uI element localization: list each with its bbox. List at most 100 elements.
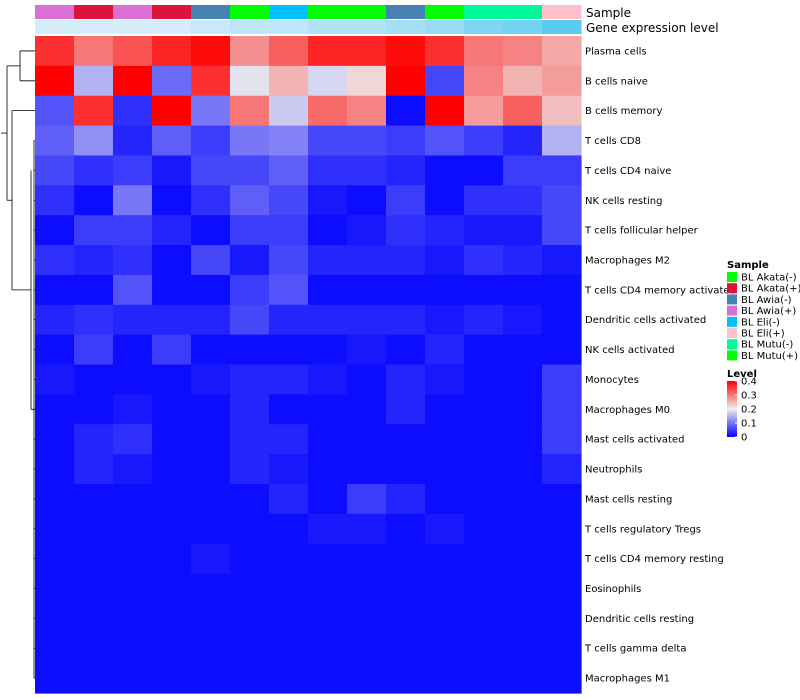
sample-legend-swatch bbox=[727, 339, 737, 350]
heatmap-cell bbox=[74, 424, 114, 455]
heatmap-cell bbox=[386, 245, 426, 276]
annotation-label-gene-expression-level: Gene expression level bbox=[586, 21, 719, 35]
heatmap-cell bbox=[464, 573, 504, 605]
heatmap-cell bbox=[230, 274, 270, 306]
heatmap-cell bbox=[35, 274, 75, 306]
heatmap-cell bbox=[74, 603, 114, 634]
heatmap-cell bbox=[230, 663, 270, 694]
dendrogram-branch bbox=[19, 50, 35, 82]
heatmap-cell bbox=[230, 454, 270, 485]
heatmap-cell bbox=[308, 304, 348, 336]
heatmap-cell bbox=[464, 663, 504, 694]
heatmap-cell bbox=[152, 573, 192, 605]
row-dendrogram bbox=[1, 50, 35, 679]
heatmap-cell bbox=[542, 573, 582, 605]
heatmap-cell bbox=[191, 215, 231, 246]
heatmap-cell bbox=[152, 36, 192, 67]
expression-level-annotation-cell bbox=[113, 20, 153, 34]
heatmap-cell bbox=[152, 633, 192, 664]
heatmap-cell bbox=[308, 155, 348, 186]
heatmap-cell bbox=[542, 245, 582, 276]
heatmap-cell bbox=[35, 304, 75, 336]
heatmap-cell bbox=[425, 155, 465, 186]
row-label: Dendritic cells resting bbox=[585, 614, 694, 625]
sample-annotation-cell bbox=[74, 5, 114, 19]
heatmap-cell bbox=[152, 185, 192, 216]
heatmap-cell bbox=[230, 185, 270, 216]
heatmap-cell bbox=[542, 155, 582, 186]
heatmap-cell bbox=[464, 394, 504, 425]
heatmap-cell bbox=[113, 663, 153, 694]
heatmap-cell bbox=[113, 155, 153, 186]
heatmap-cell bbox=[347, 483, 387, 515]
sample-legend-swatch bbox=[727, 350, 737, 361]
heatmap-cell bbox=[308, 36, 348, 67]
heatmap-cell bbox=[308, 513, 348, 545]
heatmap-cell bbox=[503, 633, 543, 664]
sample-legend-label: BL Awia(-) bbox=[741, 295, 792, 306]
heatmap-cell bbox=[503, 125, 543, 157]
heatmap-cell bbox=[74, 155, 114, 186]
heatmap-cell bbox=[386, 155, 426, 186]
heatmap-cell bbox=[191, 155, 231, 186]
heatmap-cell bbox=[230, 215, 270, 246]
heatmap-cell bbox=[347, 663, 387, 694]
heatmap-cell bbox=[152, 603, 192, 634]
heatmap-cell bbox=[425, 36, 465, 67]
heatmap-cell bbox=[464, 603, 504, 634]
heatmap-cell bbox=[152, 125, 192, 157]
heatmap-cell bbox=[191, 125, 231, 157]
heatmap-cell bbox=[425, 633, 465, 664]
expression-level-annotation-cell bbox=[425, 20, 465, 34]
heatmap-cell bbox=[230, 155, 270, 186]
heatmap-cell bbox=[464, 364, 504, 395]
heatmap-cell bbox=[503, 334, 543, 366]
expression-level-annotation-cell bbox=[152, 20, 192, 34]
heatmap-cell bbox=[113, 633, 153, 664]
heatmap-cell bbox=[347, 364, 387, 395]
heatmap-cell bbox=[35, 394, 75, 425]
sample-annotation-cell bbox=[464, 5, 504, 19]
heatmap-cell bbox=[191, 334, 231, 366]
heatmap-cell bbox=[35, 65, 75, 97]
row-label: Macrophages M1 bbox=[585, 674, 670, 685]
heatmap-cell bbox=[269, 573, 309, 605]
row-label: Eosinophils bbox=[585, 584, 641, 595]
heatmap-cell bbox=[542, 36, 582, 67]
heatmap-cell bbox=[113, 483, 153, 515]
heatmap-cell bbox=[152, 274, 192, 306]
heatmap-cell bbox=[74, 573, 114, 605]
heatmap-cell bbox=[386, 603, 426, 634]
heatmap-cell bbox=[308, 95, 348, 127]
level-tick-label: 0 bbox=[741, 433, 747, 444]
heatmap-cell bbox=[152, 245, 192, 276]
heatmap-cell bbox=[230, 245, 270, 276]
heatmap-cell bbox=[152, 155, 192, 186]
expression-level-annotation-cell bbox=[386, 20, 426, 34]
heatmap-cell bbox=[113, 245, 153, 276]
row-label: B cells naive bbox=[585, 76, 648, 87]
heatmap-cell bbox=[386, 513, 426, 545]
heatmap-cell bbox=[308, 573, 348, 605]
heatmap-cell bbox=[269, 633, 309, 664]
heatmap-cell bbox=[464, 95, 504, 127]
heatmap-cell bbox=[113, 304, 153, 336]
heatmap-cell bbox=[74, 125, 114, 157]
row-label: T cells CD4 naive bbox=[584, 166, 671, 177]
heatmap-cell bbox=[230, 334, 270, 366]
heatmap-cell bbox=[347, 513, 387, 545]
heatmap-cell bbox=[230, 364, 270, 395]
heatmap-cell bbox=[74, 513, 114, 545]
sample-legend-swatch bbox=[727, 294, 737, 305]
heatmap-cell bbox=[269, 125, 309, 157]
heatmap-cell bbox=[74, 334, 114, 366]
heatmap-cell bbox=[152, 65, 192, 97]
heatmap-cell bbox=[386, 125, 426, 157]
heatmap-cell bbox=[425, 603, 465, 634]
row-label: Dendritic cells activated bbox=[585, 315, 706, 326]
heatmap-cell bbox=[347, 274, 387, 306]
heatmap-cell bbox=[230, 513, 270, 545]
heatmap-cell bbox=[386, 543, 426, 575]
heatmap-cell bbox=[308, 364, 348, 395]
